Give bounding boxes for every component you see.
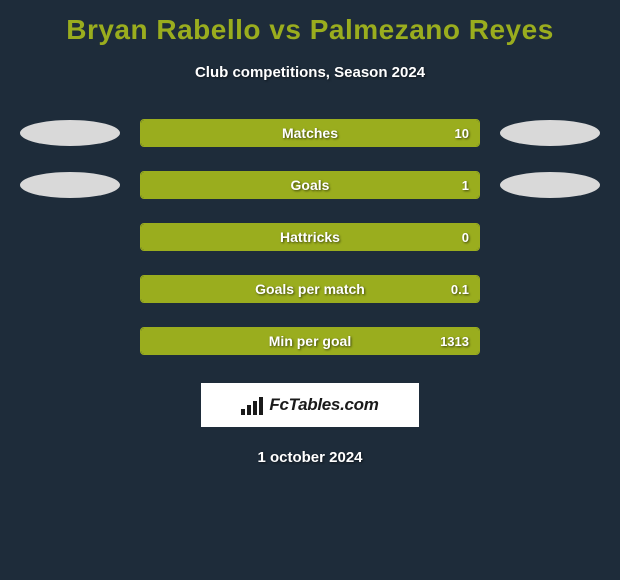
page-title: Bryan Rabello vs Palmezano Reyes <box>0 0 620 46</box>
stat-bar: Goals per match0.1 <box>140 275 480 303</box>
stat-row: Hattricks0 <box>0 223 620 251</box>
stat-label: Goals <box>141 172 479 198</box>
subtitle: Club competitions, Season 2024 <box>0 64 620 81</box>
stat-row: Goals per match0.1 <box>0 275 620 303</box>
logo-text: FcTables.com <box>269 395 378 415</box>
player-left-oval <box>20 172 120 198</box>
oval-placeholder <box>20 224 120 250</box>
oval-placeholder <box>500 328 600 354</box>
stat-bar: Matches10 <box>140 119 480 147</box>
oval-placeholder <box>20 276 120 302</box>
stat-value: 1313 <box>440 328 469 354</box>
stat-row: Matches10 <box>0 119 620 147</box>
stat-bar: Min per goal1313 <box>140 327 480 355</box>
stat-label: Min per goal <box>141 328 479 354</box>
logo-bars-icon <box>241 395 263 415</box>
stat-row: Goals1 <box>0 171 620 199</box>
stats-container: Matches10Goals1Hattricks0Goals per match… <box>0 119 620 355</box>
stat-row: Min per goal1313 <box>0 327 620 355</box>
stat-value: 1 <box>462 172 469 198</box>
stat-label: Hattricks <box>141 224 479 250</box>
logo: FcTables.com <box>201 383 419 427</box>
oval-placeholder <box>20 328 120 354</box>
stat-bar: Goals1 <box>140 171 480 199</box>
stat-value: 0.1 <box>451 276 469 302</box>
stat-bar: Hattricks0 <box>140 223 480 251</box>
oval-placeholder <box>500 224 600 250</box>
stat-label: Goals per match <box>141 276 479 302</box>
stat-value: 10 <box>455 120 469 146</box>
player-right-oval <box>500 120 600 146</box>
stat-value: 0 <box>462 224 469 250</box>
date-text: 1 october 2024 <box>0 449 620 466</box>
stat-label: Matches <box>141 120 479 146</box>
player-left-oval <box>20 120 120 146</box>
oval-placeholder <box>500 276 600 302</box>
player-right-oval <box>500 172 600 198</box>
